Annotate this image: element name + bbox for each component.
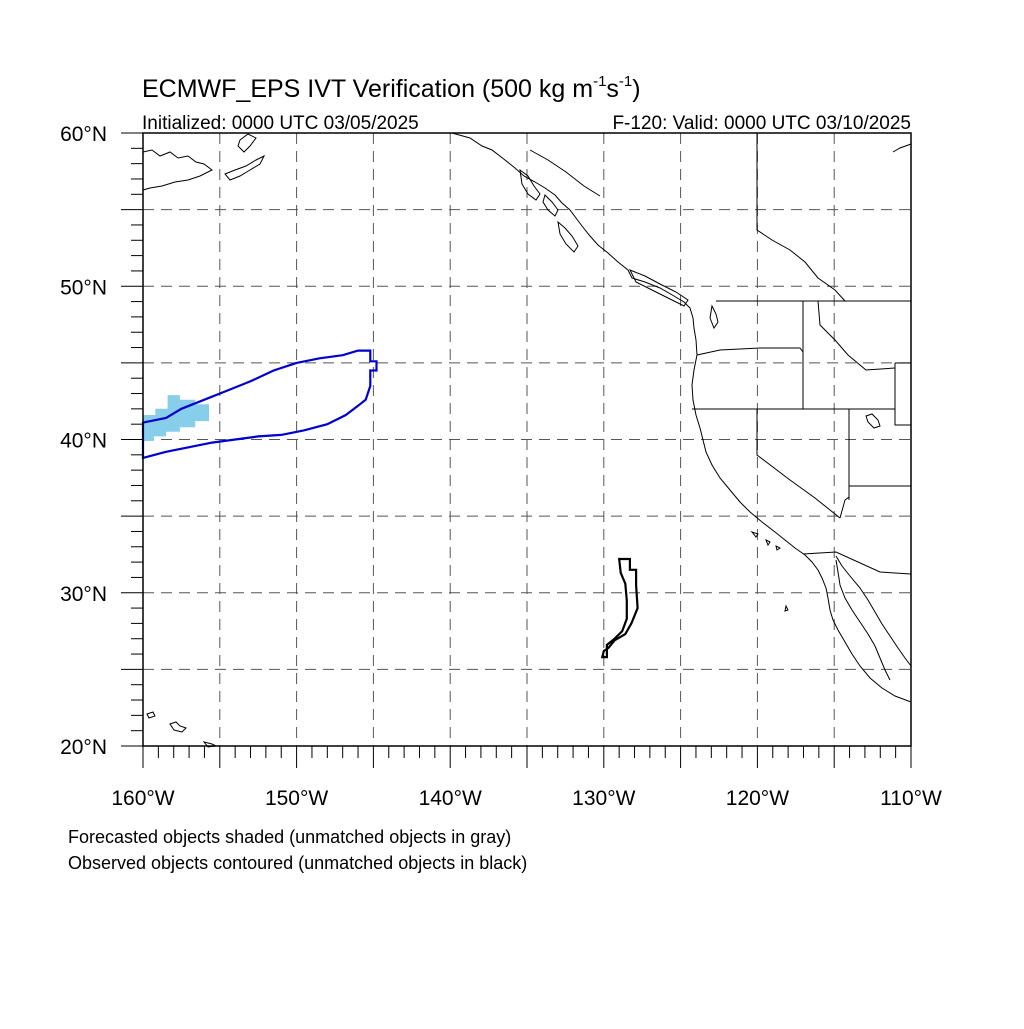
top-right-coast xyxy=(892,143,912,153)
alaska-islands-2 xyxy=(542,194,559,217)
y-axis-labels: 60°N 50°N 40°N 30°N 20°N xyxy=(60,123,107,759)
gridlines xyxy=(143,133,911,746)
bc-alberta-border xyxy=(756,133,846,302)
alaska-islands-1 xyxy=(519,168,541,201)
hawaii-niihau xyxy=(146,711,156,719)
great-salt-lake xyxy=(865,413,881,429)
init-time-label: Initialized: 0000 UTC 03/05/2025 xyxy=(142,113,419,134)
x-tick-label: 120°W xyxy=(726,787,789,810)
valid-time-label: F-120: Valid: 0000 UTC 03/10/2025 xyxy=(612,113,911,134)
us-mexico-border xyxy=(802,551,912,575)
forecast-matched-object xyxy=(143,395,209,441)
gulf-of-california-coast xyxy=(835,555,912,667)
hawaii-oahu-maui xyxy=(169,721,187,733)
y-tick-label: 30°N xyxy=(60,583,107,606)
wyoming-box xyxy=(894,362,911,426)
haida-gwaii xyxy=(557,220,579,253)
political-boundaries xyxy=(529,133,912,575)
wa-or-border xyxy=(696,347,804,356)
coastlines xyxy=(142,132,912,748)
axis-ticks xyxy=(121,132,912,768)
observed-matched-contour xyxy=(141,349,378,460)
x-tick-label: 110°W xyxy=(880,787,942,810)
observed-unmatched-contour xyxy=(600,557,639,659)
alaska-bc-border xyxy=(529,149,601,197)
nv-az-border xyxy=(839,496,850,519)
idaho-montana-border xyxy=(817,300,896,371)
x-tick-label: 140°W xyxy=(419,787,482,810)
y-tick-label: 40°N xyxy=(60,430,107,453)
footnote-forecast: Forecasted objects shaded (unmatched obj… xyxy=(68,827,511,847)
chart-title: ECMWF_EPS IVT Verification (500 kg m-1s-… xyxy=(142,73,641,103)
puget-sound xyxy=(709,304,719,330)
x-axis-labels: 160°W 150°W 140°W 130°W 120°W 110°W xyxy=(111,787,942,810)
x-tick-label: 130°W xyxy=(572,787,635,810)
alaska-coast-north xyxy=(237,133,257,153)
x-tick-label: 150°W xyxy=(265,787,328,810)
baja-inner-coast xyxy=(835,559,891,681)
x-tick-label: 160°W xyxy=(111,787,174,810)
y-tick-label: 60°N xyxy=(60,123,107,146)
alaska-peninsula xyxy=(142,149,213,191)
kodiak-island xyxy=(224,154,266,181)
y-tick-label: 20°N xyxy=(60,736,107,759)
channel-islands xyxy=(750,530,781,551)
map-plot-area xyxy=(121,132,912,768)
guadalupe-island xyxy=(784,604,789,612)
footnote-observed: Observed objects contoured (unmatched ob… xyxy=(68,853,527,873)
ca-nv-border xyxy=(756,409,841,519)
y-tick-label: 50°N xyxy=(60,276,107,299)
west-coast-coastline xyxy=(451,132,912,703)
vancouver-island xyxy=(628,269,689,307)
